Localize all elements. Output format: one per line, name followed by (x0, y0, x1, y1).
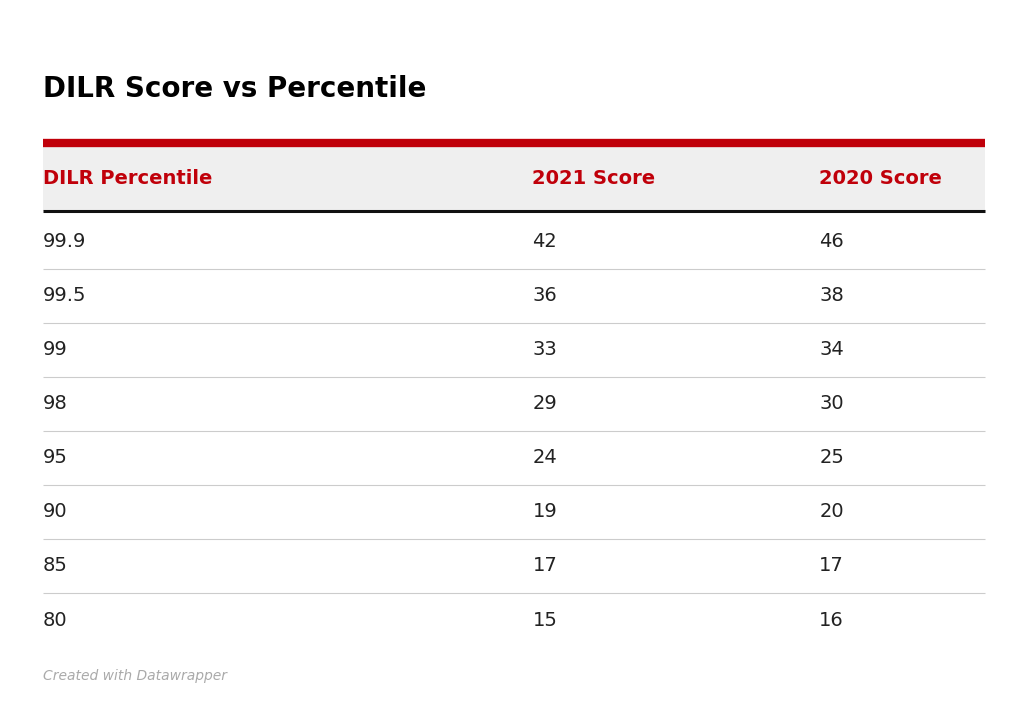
Text: 20: 20 (819, 503, 844, 521)
Text: 15: 15 (532, 611, 557, 629)
Text: 90: 90 (43, 503, 68, 521)
Text: DILR Score vs Percentile: DILR Score vs Percentile (43, 75, 426, 103)
Text: 95: 95 (43, 448, 68, 468)
Text: 33: 33 (532, 340, 557, 359)
Text: 2021 Score: 2021 Score (532, 169, 655, 188)
Text: 29: 29 (532, 394, 557, 413)
Text: 25: 25 (819, 448, 844, 468)
Text: 36: 36 (532, 286, 557, 305)
Text: 2020 Score: 2020 Score (819, 169, 942, 188)
Text: 98: 98 (43, 394, 68, 413)
Text: 80: 80 (43, 611, 68, 629)
Text: 19: 19 (532, 503, 557, 521)
Text: 24: 24 (532, 448, 557, 468)
Bar (43, 147, 985, 211)
Text: 85: 85 (43, 556, 68, 576)
Text: 99.9: 99.9 (43, 232, 86, 251)
Text: 17: 17 (532, 556, 557, 576)
Text: Created with Datawrapper: Created with Datawrapper (43, 669, 227, 683)
Text: 34: 34 (819, 340, 844, 359)
Text: 42: 42 (532, 232, 557, 251)
Text: 17: 17 (819, 556, 844, 576)
Text: 30: 30 (819, 394, 844, 413)
Text: 16: 16 (819, 611, 844, 629)
Text: 38: 38 (819, 286, 844, 305)
Text: 99: 99 (43, 340, 68, 359)
Text: 99.5: 99.5 (43, 286, 86, 305)
Text: DILR Percentile: DILR Percentile (43, 169, 212, 188)
Text: 46: 46 (819, 232, 844, 251)
